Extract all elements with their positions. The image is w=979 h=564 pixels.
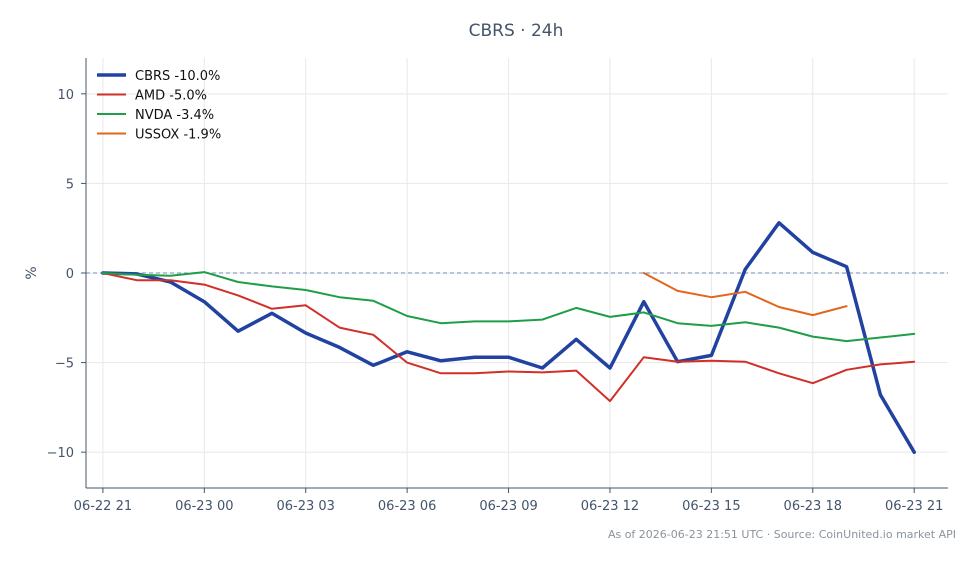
series-layer xyxy=(101,221,916,454)
x-tick-label: 06-23 09 xyxy=(479,499,537,514)
axis-layer: 10 5 0 −5 −10 06-22 21 06-23 00 06-23 03 06-23 0… xyxy=(47,58,948,514)
x-tick-label: 06-23 06 xyxy=(378,499,436,514)
x-tick-label: 06-22 21 xyxy=(74,499,132,514)
x-tick-label: 06-23 15 xyxy=(682,499,740,514)
chart-title: CBRS · 24h xyxy=(468,21,564,41)
x-tick-label: 06-23 18 xyxy=(784,499,842,514)
legend-label: AMD -5.0% xyxy=(135,89,207,104)
legend-label: CBRS -10.0% xyxy=(135,69,220,84)
y-tick-label: −10 xyxy=(47,446,74,461)
y-tick-label: 0 xyxy=(66,267,74,282)
y-axis-title: % xyxy=(24,266,40,279)
y-tick-label: 10 xyxy=(57,88,74,103)
x-tick-label: 06-23 00 xyxy=(175,499,233,514)
x-tick-label: 06-23 12 xyxy=(581,499,639,514)
y-tick-label: −5 xyxy=(55,357,74,372)
legend: CBRS -10.0% AMD -5.0% NVDA -3.4% USSOX -1.9… xyxy=(97,69,221,143)
series-line-amd xyxy=(101,272,916,403)
x-tick-label: 06-23 03 xyxy=(276,499,334,514)
series-line-cbrs xyxy=(101,221,916,454)
y-tick-label: 5 xyxy=(66,177,74,192)
footer-source-note: As of 2026-06-23 21:51 UTC · Source: Coi… xyxy=(607,528,956,541)
legend-label: USSOX -1.9% xyxy=(135,128,221,143)
legend-label: NVDA -3.4% xyxy=(135,108,214,123)
series-line-nvda xyxy=(101,271,916,343)
series-line-ussox xyxy=(642,272,848,317)
x-tick-label: 06-23 21 xyxy=(885,499,943,514)
